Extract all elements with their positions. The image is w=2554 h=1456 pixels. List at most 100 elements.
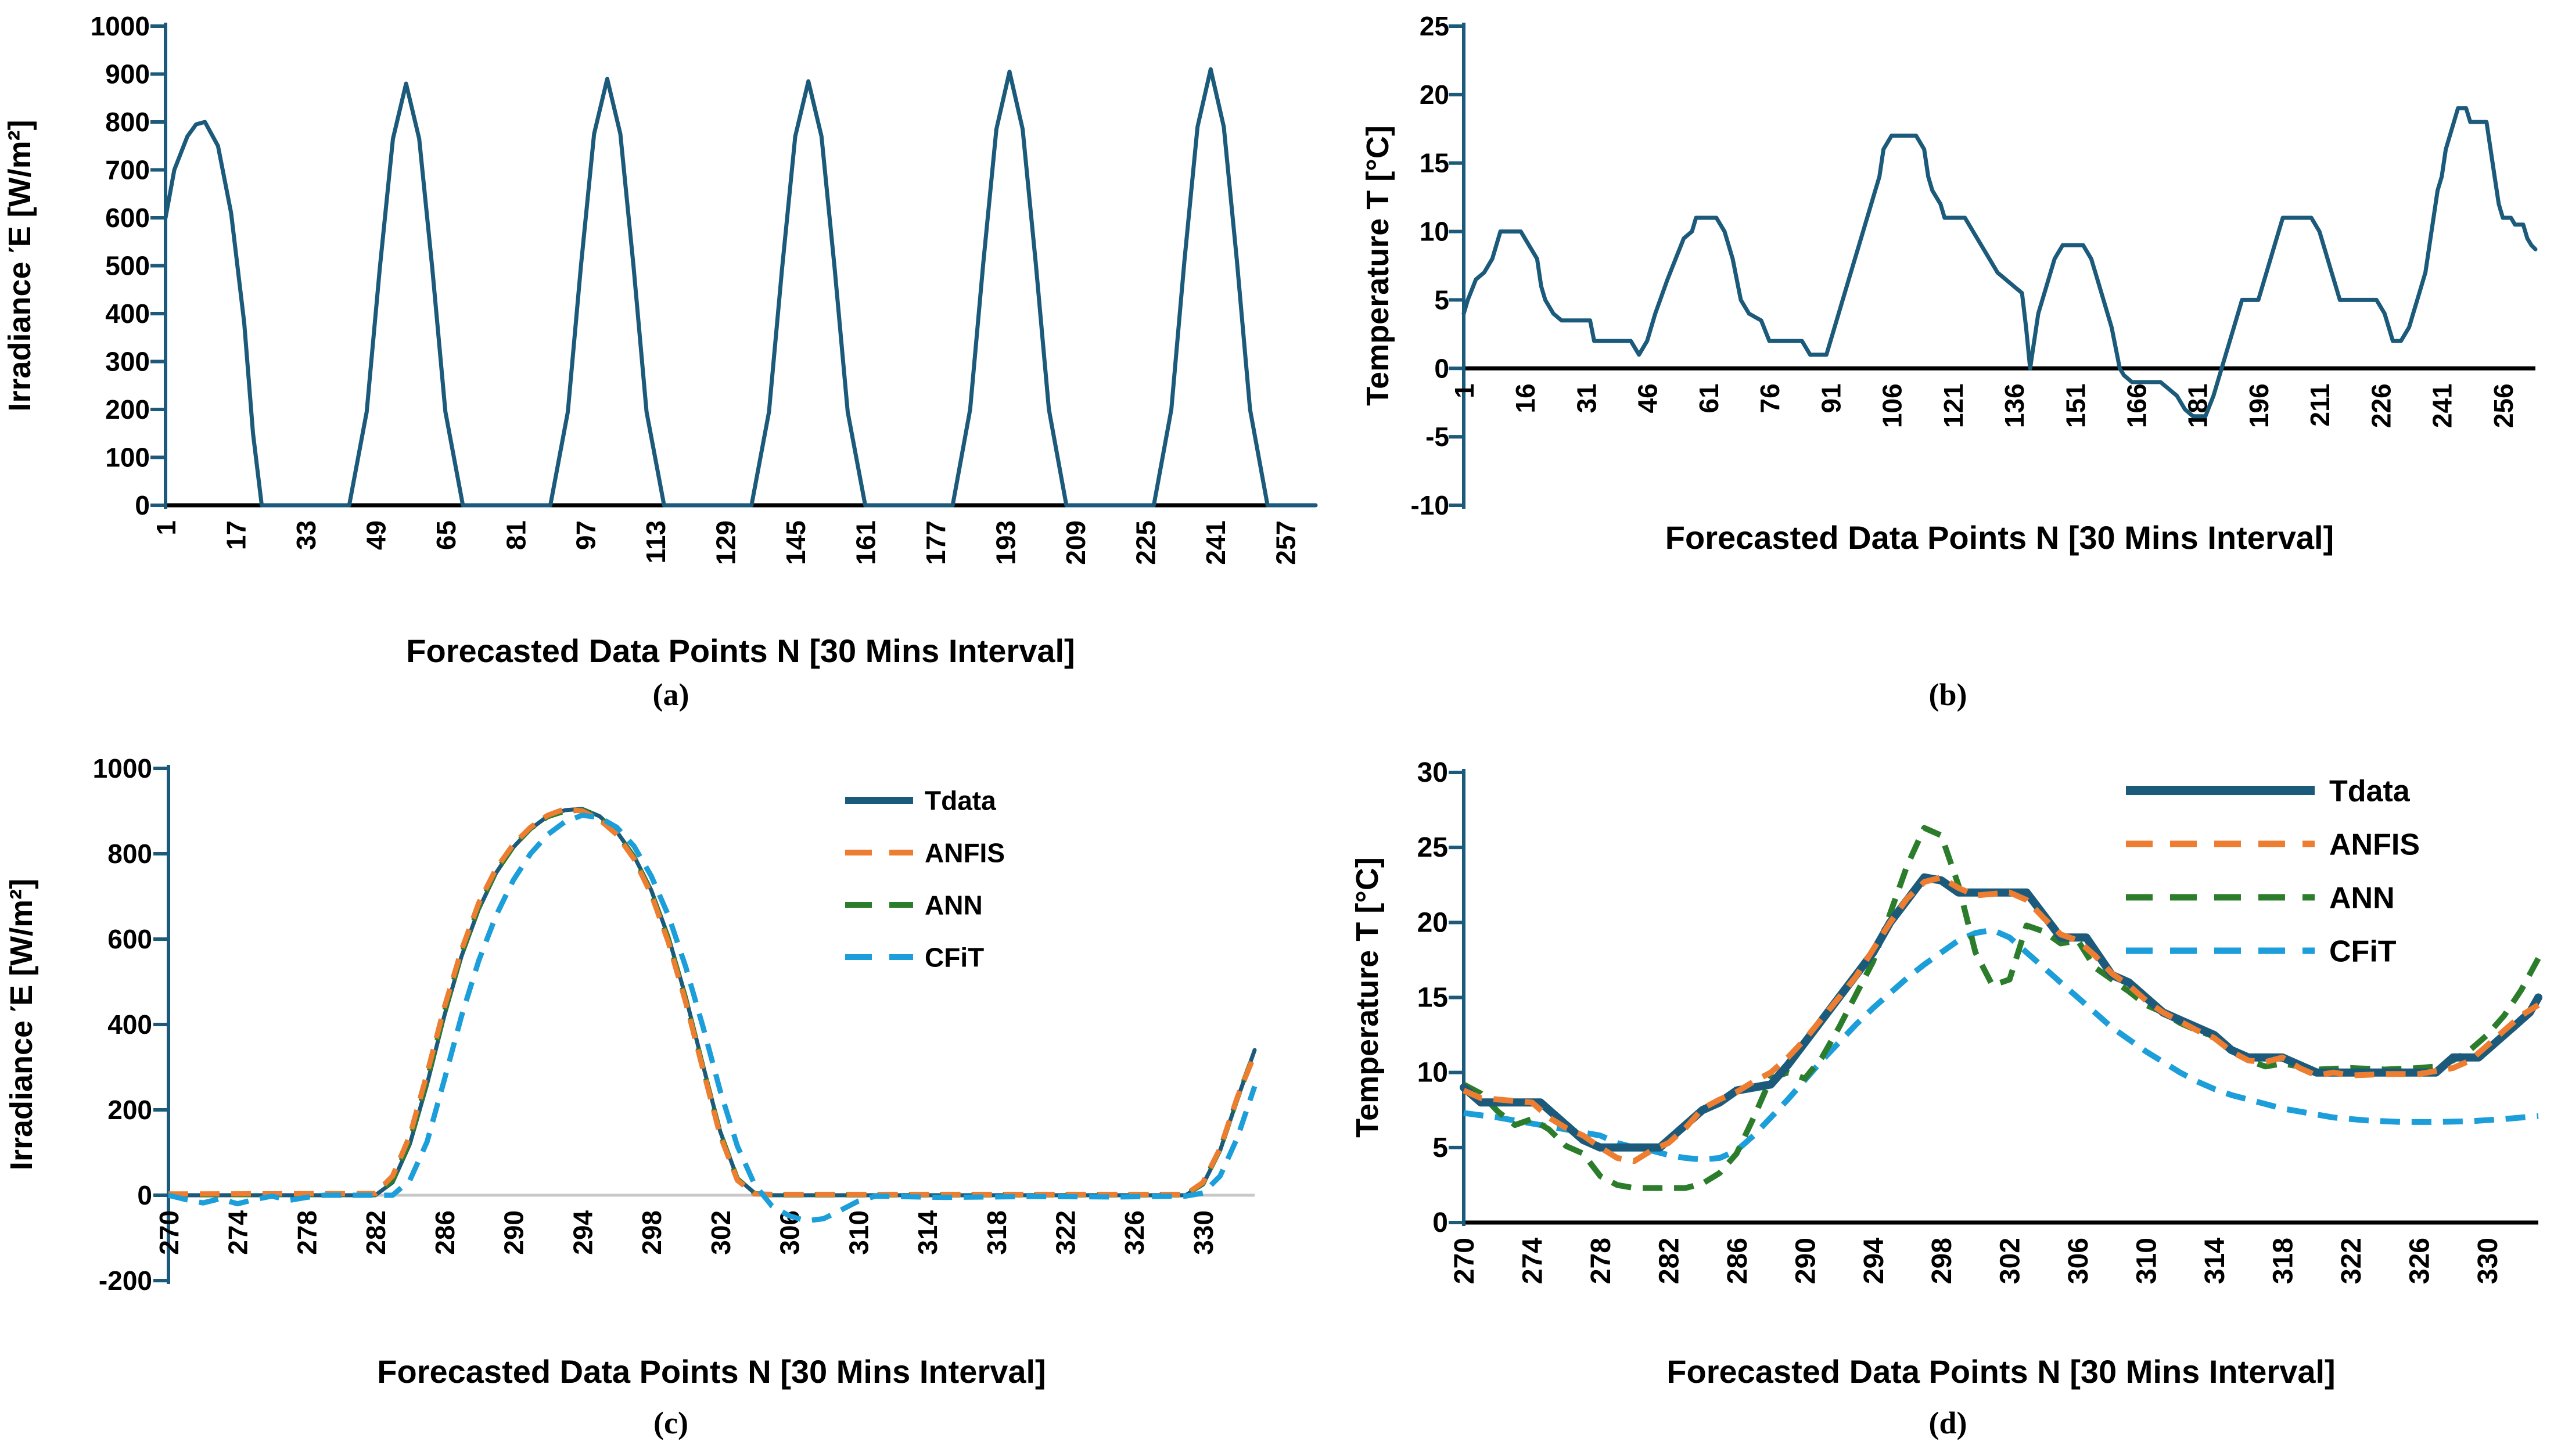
legend-label-ann: ANN xyxy=(925,890,983,921)
x-tick-label: 302 xyxy=(1995,1238,2026,1284)
x-tick-label: 161 xyxy=(851,520,881,565)
x-tick-label: 166 xyxy=(2122,383,2152,428)
y-axis-title: Temperature T [°C] xyxy=(1360,125,1395,406)
y-tick-label: 1000 xyxy=(93,753,152,783)
x-tick-label: 270 xyxy=(1449,1238,1480,1284)
series-tdata xyxy=(1460,873,2542,1152)
x-tick-label: 274 xyxy=(1517,1238,1548,1284)
legend-label-cfit: CFiT xyxy=(925,943,984,973)
y-axis-title: Temperature T [°C] xyxy=(1350,857,1385,1138)
x-tick-label: 113 xyxy=(641,520,671,563)
x-tick-label: 314 xyxy=(913,1210,943,1255)
x-tick-label: 290 xyxy=(1790,1238,1821,1284)
x-tick-label: 322 xyxy=(2336,1238,2367,1284)
x-tick-label: 16 xyxy=(1510,383,1540,413)
x-tick-label: 209 xyxy=(1061,520,1091,565)
y-tick-label: 25 xyxy=(1420,11,1449,41)
x-tick-label: 278 xyxy=(1586,1238,1617,1284)
x-tick-label: 17 xyxy=(221,520,251,550)
y-tick-label: 600 xyxy=(105,203,150,233)
series-anfis xyxy=(168,806,1258,1197)
x-tick-label: 61 xyxy=(1694,383,1724,413)
panel-irradiance-forecast-zoom: -200 0 200 400 600 800 1000 270 274 278 282 286 290 2… xyxy=(0,728,1342,1456)
caption-b: (b) xyxy=(1928,677,1967,712)
x-tick-label: 91 xyxy=(1816,383,1846,413)
x-tick-label: 298 xyxy=(1927,1238,1957,1284)
y-tick-label: 0 xyxy=(1434,353,1449,383)
x-tick-label: 310 xyxy=(843,1210,874,1255)
chart-irradiance-forecast-zoom: -200 0 200 400 600 800 1000 270 274 278 282 286 290 2… xyxy=(4,753,1258,1390)
x-tick-label: 318 xyxy=(2268,1238,2299,1284)
x-tick-label: 278 xyxy=(292,1210,322,1255)
y-tick-label: 800 xyxy=(107,839,152,869)
caption-d: (d) xyxy=(1928,1405,1967,1440)
y-tick-label: 400 xyxy=(107,1009,152,1040)
y-tick-label: 15 xyxy=(1417,983,1448,1013)
x-tick-label: 290 xyxy=(499,1210,529,1255)
series-cfit xyxy=(167,813,1258,1224)
y-tick-label: 0 xyxy=(137,1180,152,1210)
series-ann xyxy=(168,807,1258,1198)
y-tick-label: 10 xyxy=(1417,1058,1448,1088)
x-tick-label: 306 xyxy=(2063,1238,2094,1284)
y-tick-label: 500 xyxy=(105,251,150,281)
x-tick-label: 1 xyxy=(1449,383,1479,398)
x-tick-label: 211 xyxy=(2305,383,2335,426)
x-tick-label: 314 xyxy=(2200,1238,2230,1284)
x-tick-label: 282 xyxy=(1654,1238,1684,1284)
x-tick-label: 241 xyxy=(1201,520,1231,565)
y-tick-label: 100 xyxy=(105,443,150,473)
x-tick-label: 286 xyxy=(430,1210,460,1255)
x-tick-label: 177 xyxy=(921,520,951,565)
y-tick-label: 800 xyxy=(105,107,150,137)
chart-temperature-full: -10 -5 0 5 10 15 20 25 1 16 31 46 61 76 91 106 121 136 151… xyxy=(1360,11,2538,556)
x-axis-title: Forecasted Data Points N [30 Mins Interv… xyxy=(406,632,1075,669)
x-tick-label: 81 xyxy=(501,520,531,550)
y-tick-label: 20 xyxy=(1417,907,1448,938)
x-tick-label: 302 xyxy=(706,1210,736,1255)
y-tick-label: -200 xyxy=(99,1266,152,1296)
y-tick-label: 0 xyxy=(1432,1207,1448,1238)
x-tick-label: 298 xyxy=(637,1210,667,1255)
y-tick-label: 0 xyxy=(135,490,150,520)
x-tick-label: 97 xyxy=(571,520,601,550)
y-tick-label: -10 xyxy=(1411,490,1449,520)
panel-irradiance-full: 0 100 200 300 400 500 600 700 800 900 1000 1 17 33 49 6… xyxy=(0,0,1342,728)
y-tick-label: 5 xyxy=(1434,285,1449,315)
x-tick-label: 257 xyxy=(1270,520,1301,565)
y-tick-label: 1000 xyxy=(91,11,150,41)
x-tick-label: 151 xyxy=(2060,383,2090,428)
x-tick-label: 225 xyxy=(1130,520,1161,565)
x-tick-label: 286 xyxy=(1722,1238,1753,1284)
x-tick-label: 282 xyxy=(361,1210,391,1255)
caption-c: (c) xyxy=(653,1405,688,1440)
y-tick-label: 25 xyxy=(1417,832,1448,863)
x-tick-label: 193 xyxy=(990,520,1021,565)
series-tdata xyxy=(1461,106,2538,419)
legend-label-cfit: CFiT xyxy=(2329,935,2397,969)
legend-label-anfis: ANFIS xyxy=(925,838,1005,868)
y-tick-label: 10 xyxy=(1420,217,1449,247)
x-tick-label: 145 xyxy=(781,520,811,565)
y-tick-label: 400 xyxy=(105,299,150,329)
x-tick-label: 322 xyxy=(1050,1210,1080,1255)
y-tick-label: 300 xyxy=(105,347,150,377)
x-tick-label: 121 xyxy=(1938,383,1969,428)
x-tick-label: 270 xyxy=(154,1210,184,1255)
y-tick-label: 15 xyxy=(1420,148,1449,178)
x-tick-label: 310 xyxy=(2132,1238,2163,1284)
series-tdata xyxy=(163,67,1318,508)
y-tick-label: 600 xyxy=(107,924,152,954)
chart-irradiance-full: 0 100 200 300 400 500 600 700 800 900 1000 1 17 33 49 6… xyxy=(2,11,1318,669)
x-tick-label: 226 xyxy=(2366,383,2396,428)
legend-label-tdata: Tdata xyxy=(2329,775,2411,808)
x-tick-label: 65 xyxy=(431,520,461,550)
x-tick-label: 76 xyxy=(1755,383,1785,413)
x-tick-label: 106 xyxy=(1877,383,1908,428)
y-tick-label: 200 xyxy=(107,1095,152,1125)
x-tick-label: 49 xyxy=(361,520,391,550)
x-tick-label: 274 xyxy=(223,1210,253,1255)
x-axis-title: Forecasted Data Points N [30 Mins Interv… xyxy=(1666,1353,2335,1390)
x-tick-label: 31 xyxy=(1571,383,1601,413)
